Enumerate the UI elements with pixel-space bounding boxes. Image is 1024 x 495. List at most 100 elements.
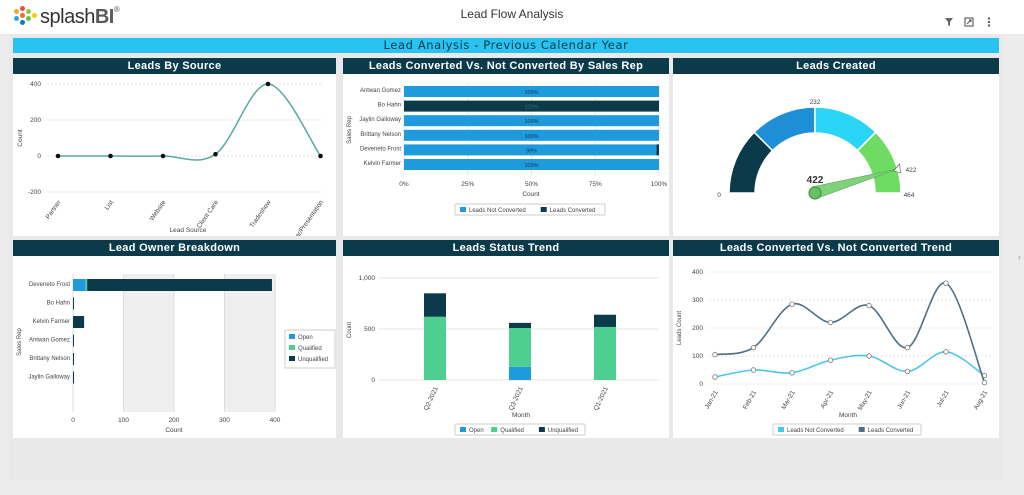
gauge-band — [856, 131, 902, 194]
data-point — [866, 302, 872, 309]
bar-data-label: 100% — [524, 90, 538, 96]
collapse-arrow-icon[interactable]: ‹ — [1018, 252, 1021, 262]
legend-box — [454, 423, 586, 436]
legend-swatch — [460, 427, 466, 432]
data-point — [712, 351, 718, 358]
logo-dots-icon — [12, 6, 38, 28]
data-point — [827, 319, 834, 326]
bar-segment — [509, 366, 531, 380]
y-tick-label: Deveneto Frost — [360, 146, 401, 152]
gauge-pivot — [808, 186, 822, 200]
leads-by-source-panel: Leads By Source 400 200 0 -200 Count Partner L… — [13, 58, 336, 236]
x-tick-label: Mar-21 — [780, 389, 797, 411]
x-tick-label: Q3-2021 — [508, 386, 525, 412]
leads-by-source-chart[interactable]: 400 200 0 -200 Count Partner List Website Client… — [13, 74, 336, 236]
y-tick-label: Kelvin Farmer — [364, 161, 401, 167]
x-tick-label: Feb-21 — [742, 389, 759, 411]
data-point — [318, 153, 323, 159]
data-point — [750, 367, 757, 373]
gauge-marker-label: 422 — [906, 167, 917, 174]
legend-item: Unqualified — [548, 428, 578, 434]
data-point — [827, 357, 834, 363]
logo-text: splashBI — [40, 5, 114, 28]
y-axis-label: Leads Count — [677, 311, 683, 345]
legend-item: Leads Converted — [550, 208, 596, 214]
top-bar: splashBI ® Lead Flow Analysis — [0, 0, 1024, 34]
data-point — [789, 370, 795, 376]
dashboard-content: Lead Analysis - Previous Calendar Year L… — [9, 34, 1003, 480]
logo-registered: ® — [113, 4, 120, 14]
bar-not-converted — [404, 115, 659, 127]
x-tick-label: May-21 — [857, 389, 874, 412]
x-tick-label: List — [104, 199, 116, 211]
data-point — [108, 153, 113, 159]
status-trend-chart[interactable]: 1,000 500 0 Count Q2-2021 Q3-2021 Q1-2021 Month… — [343, 256, 669, 438]
data-point — [213, 151, 218, 157]
gauge-max-label: 464 — [904, 192, 915, 199]
legend-item: Leads Not Converted — [469, 208, 526, 214]
data-point — [904, 344, 911, 351]
legend-swatch — [289, 334, 295, 339]
y-tick-label: Brittany Nelson — [360, 132, 401, 138]
legend-swatch — [491, 427, 498, 432]
y-tick-label: 0 — [37, 153, 41, 160]
data-point — [943, 349, 949, 355]
bar-segment — [73, 353, 75, 365]
bar-segment — [73, 371, 75, 384]
y-tick-label: Bo Hahn — [378, 103, 401, 109]
x-tick-label: 200 — [169, 417, 180, 424]
x-tick-label: Tradeshow — [249, 199, 273, 229]
owner-breakdown-panel: Lead Owner Breakdown 0 100 200 300 400 Devene… — [13, 240, 336, 438]
data-point — [904, 368, 911, 375]
y-tick-label: 500 — [364, 326, 375, 333]
x-tick-label: Website — [148, 199, 167, 222]
y-tick-label: Bo Hahn — [47, 301, 70, 307]
bar-segment — [509, 327, 531, 367]
y-tick-label: 100 — [692, 353, 703, 360]
x-tick-label: Aug-21 — [973, 389, 990, 411]
status-trend-panel: Leads Status Trend 1,000 500 0 Count Q2-2021… — [343, 240, 669, 438]
legend-swatch — [289, 356, 295, 361]
data-point — [160, 153, 166, 159]
bar-segment — [509, 322, 531, 328]
bar-segment — [594, 314, 616, 327]
bar-segment — [73, 297, 75, 310]
y-tick-label: 200 — [30, 117, 41, 124]
bar-segment — [73, 279, 86, 291]
x-tick-label: Apr-21 — [819, 389, 835, 410]
x-tick-label: Jun-21 — [896, 389, 912, 410]
bar-data-label: 100% — [524, 105, 538, 111]
x-tick-label: Partner — [45, 198, 63, 220]
y-tick-label: 400 — [30, 81, 41, 88]
legend-box — [454, 203, 606, 216]
gauge-min-label: 0 — [717, 192, 721, 199]
leads-created-gauge[interactable]: 422 0 464 232 422 — [673, 74, 999, 236]
legend-item: Qualified — [298, 346, 322, 352]
alt-band — [224, 274, 275, 412]
legend-item: Leads Not Converted — [787, 428, 844, 434]
data-point — [866, 353, 872, 359]
y-tick-label: -200 — [28, 189, 41, 196]
x-tick-label: 100 — [118, 417, 129, 424]
data-point — [750, 344, 757, 351]
data-point — [265, 81, 271, 87]
converted-trend-chart[interactable]: 400 300 200 100 0 Leads Count Jan-21 Feb-21 Mar-… — [673, 256, 999, 438]
owner-breakdown-chart[interactable]: 0 100 200 300 400 Deveneto Frost Bo Hahn Kelvin… — [13, 256, 336, 438]
x-axis-label: Lead Source — [170, 227, 207, 234]
x-axis-label: Month — [839, 412, 857, 419]
legend-item: Leads Converted — [868, 428, 914, 434]
panel-title: Leads Converted Vs. Not Converted By Sal… — [343, 58, 669, 74]
converted-by-rep-chart[interactable]: 0% 25% 50% 75% 100% Antwan Gomez 100% Bo Hahn 10… — [343, 74, 669, 236]
x-tick-label: Jul-21 — [936, 389, 951, 408]
x-tick-label: Jan-21 — [704, 389, 720, 410]
x-axis-label: Count — [522, 191, 540, 198]
panel-title: Leads Created — [673, 58, 999, 74]
converted-trend-panel: Leads Converted Vs. Not Converted Trend … — [673, 240, 999, 438]
filter-icon[interactable] — [944, 17, 954, 27]
leads-created-panel: Leads Created 422 0 464 232 422 — [673, 58, 999, 236]
expand-icon[interactable] — [964, 17, 974, 27]
kebab-menu-icon[interactable] — [984, 17, 994, 27]
data-point — [789, 301, 795, 307]
gauge-marker — [893, 163, 901, 174]
x-tick-label: Client Care — [196, 199, 221, 230]
